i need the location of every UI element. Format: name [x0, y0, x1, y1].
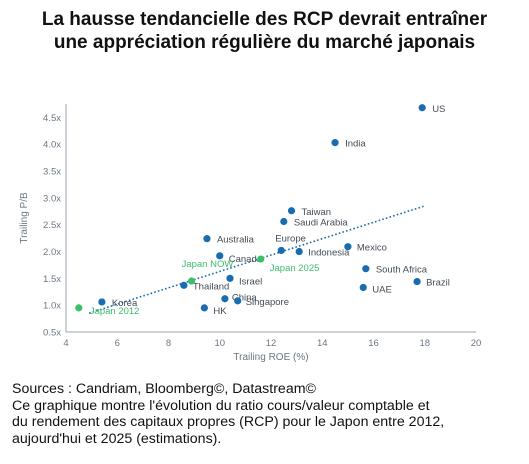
- source-line: Sources : Candriam, Bloomberg©, Datastre…: [12, 381, 316, 397]
- point-label-israel: Israel: [239, 276, 262, 287]
- point-thailand: [180, 281, 188, 289]
- point-india: [331, 139, 339, 147]
- title-line-1: La hausse tendancielle des RCP devrait e…: [41, 9, 488, 30]
- x-tick-label: 16: [368, 338, 379, 349]
- x-tick-label: 10: [214, 338, 225, 349]
- description-line-3: aujourd'hui et 2025 (estimations).: [12, 430, 222, 447]
- y-tick-label: 0.5x: [43, 328, 61, 339]
- point-label-taiwan: Taiwan: [302, 207, 332, 218]
- point-label-japan-2012: Japan 2012: [90, 306, 140, 317]
- point-japan-now: [187, 277, 196, 285]
- point-europe: [277, 246, 285, 255]
- point-label-singapore: Singapore: [246, 297, 289, 308]
- point-label-thailand: Thailand: [193, 281, 229, 292]
- description-line-1: Ce graphique montre l'évolution du ratio…: [12, 397, 430, 414]
- point-label-india: India: [345, 139, 366, 150]
- point-hk: [200, 304, 208, 312]
- point-label-mexico: Mexico: [357, 243, 387, 254]
- description-line-2: du rendement des capitaux propres (RCP) …: [12, 414, 445, 430]
- point-korea: [98, 298, 106, 306]
- x-tick-label: 8: [166, 338, 171, 349]
- x-tick-label: 20: [471, 338, 482, 349]
- y-tick-label: 4.5x: [43, 113, 61, 124]
- y-tick-label: 4.0x: [43, 140, 61, 151]
- point-label-us: US: [432, 104, 445, 115]
- point-us: [418, 104, 426, 112]
- scatter-chart: 0.5x 1.0x 1.5x 2.0x 2.5x 3.0x 3.5x 4.0x 4.5x 4 6 8 1…: [19, 104, 482, 363]
- x-tick-label: 14: [317, 338, 328, 349]
- point-indonesia: [295, 247, 303, 256]
- point-brazil: [413, 277, 421, 286]
- point-israel: [226, 274, 234, 282]
- point-label-south-africa: South Africa: [376, 265, 428, 276]
- point-label-indonesia: Indonesia: [308, 248, 350, 259]
- y-tick-label: 3.0x: [43, 193, 61, 204]
- x-tick-label: 6: [115, 338, 120, 349]
- point-label-japan-2025: Japan 2025: [270, 263, 320, 274]
- point-south-africa: [362, 265, 370, 273]
- y-tick-label: 2.0x: [43, 247, 61, 258]
- y-tick-label: 1.0x: [43, 301, 61, 312]
- point-mexico: [344, 243, 352, 251]
- point-taiwan: [287, 207, 296, 215]
- point-japan-2025: [257, 255, 265, 263]
- chart-title: La hausse tendancielle des RCP devrait e…: [0, 8, 529, 54]
- point-australia: [203, 235, 211, 243]
- point-saudi-arabia: [280, 217, 288, 226]
- x-axis-title: Trailing ROE (%): [233, 352, 308, 363]
- point-label-europe: Europe: [275, 233, 306, 244]
- point-label-brazil: Brazil: [426, 278, 450, 289]
- point-label-korea: Korea: [112, 298, 138, 309]
- y-tick-label: 2.5x: [43, 220, 61, 231]
- chart-footnote: Sources : Candriam, Bloomberg©, Datastre…: [12, 381, 517, 447]
- point-label-canada: Canada: [229, 254, 263, 265]
- point-label-saudi-arabia: Saudi Arabia: [294, 217, 349, 228]
- point-label-china: China: [232, 293, 258, 304]
- point-canada: [216, 252, 224, 260]
- x-tick-label: 12: [266, 338, 277, 349]
- point-label-japan-now: Japan NOW: [182, 259, 234, 270]
- point-china: [221, 295, 229, 303]
- y-tick-label: 1.5x: [43, 274, 61, 285]
- point-uae: [359, 283, 367, 292]
- y-axis-title: Trailing P/B: [19, 192, 30, 244]
- trend-line: [88, 205, 425, 314]
- point-label-australia: Australia: [217, 235, 255, 246]
- title-line-2: une appréciation régulière du marché jap…: [53, 32, 476, 53]
- x-tick-label: 4: [63, 338, 68, 349]
- point-japan-2012: [75, 304, 83, 312]
- x-tick-label: 18: [419, 338, 430, 349]
- point-label-hk: HK: [213, 306, 227, 317]
- y-tick-label: 3.5x: [43, 167, 61, 178]
- point-singapore: [234, 297, 242, 305]
- point-label-uae: UAE: [372, 284, 392, 295]
